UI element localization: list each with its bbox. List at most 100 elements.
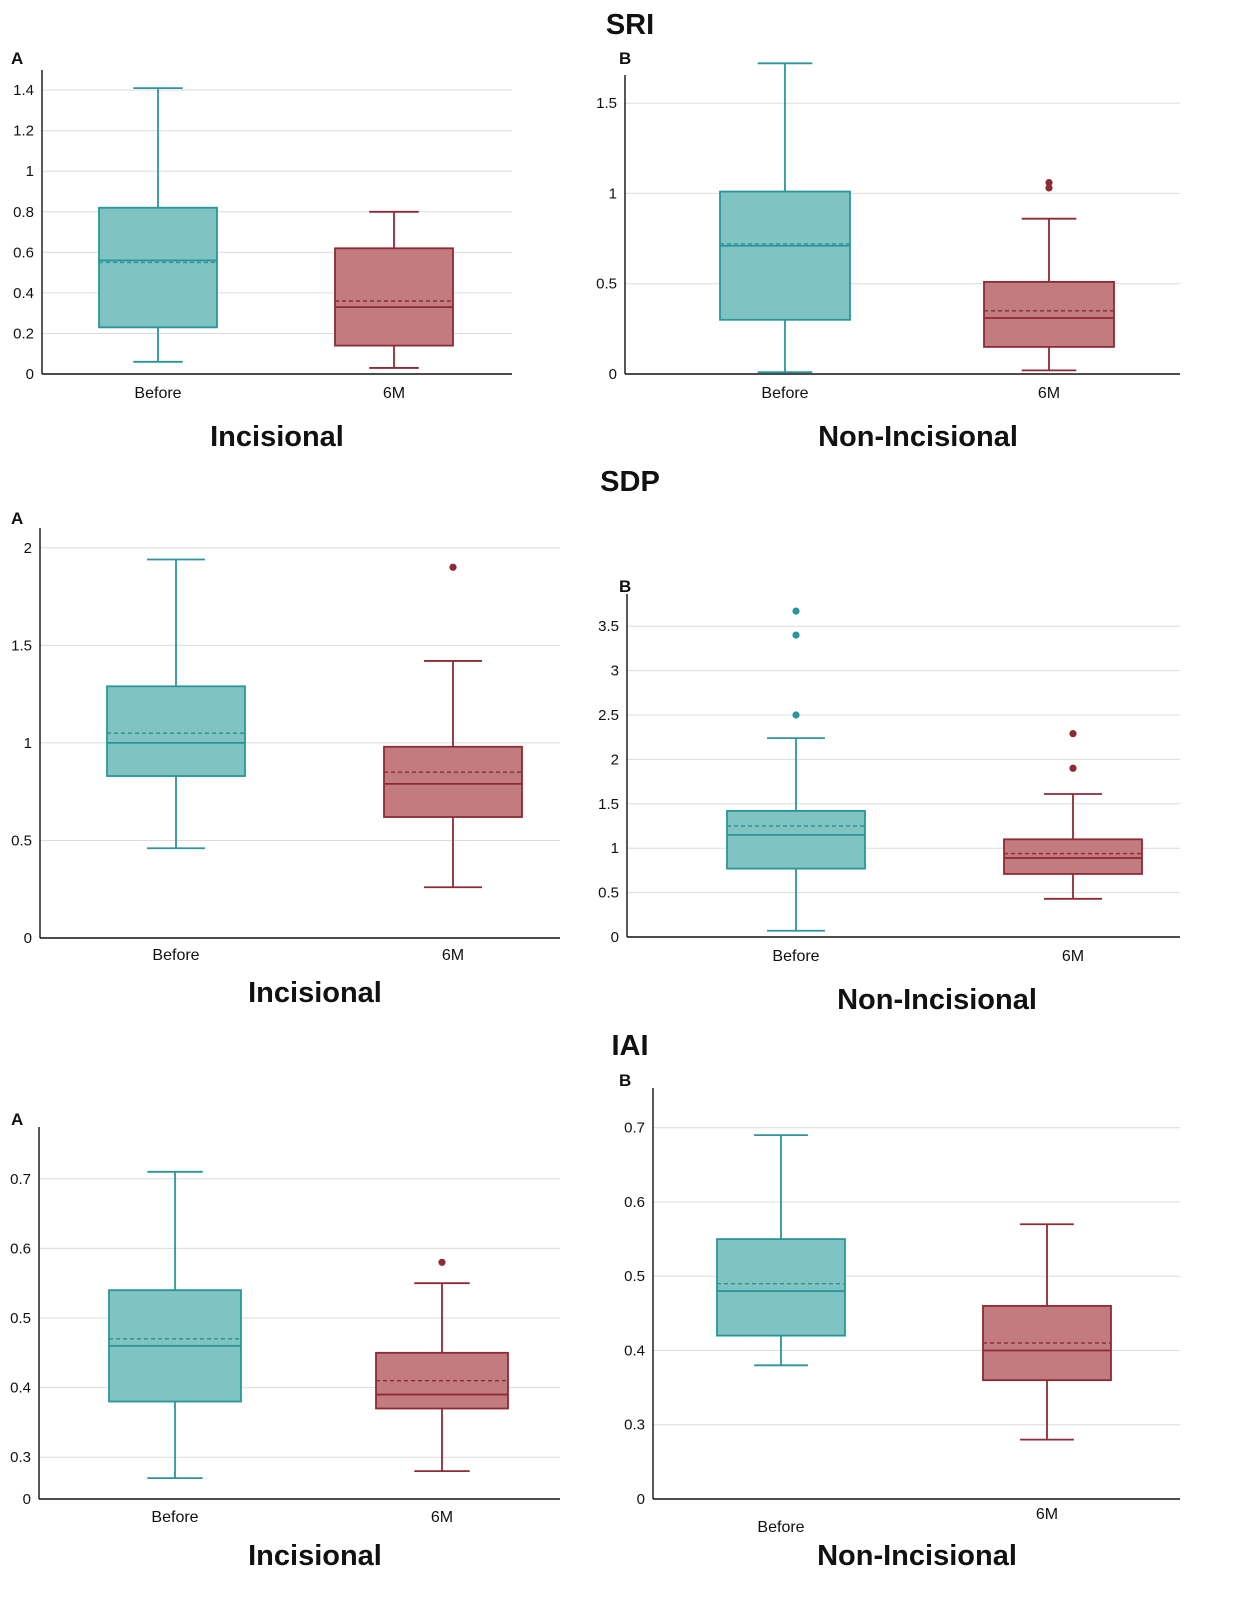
y-tick-label: 1 xyxy=(26,163,34,180)
x-tick-label: Before xyxy=(761,385,808,402)
box-iqr xyxy=(334,247,454,347)
panel-letter: A xyxy=(11,509,23,528)
x-tick-label: Before xyxy=(151,1509,198,1526)
x-tick-label: Before xyxy=(134,385,181,402)
box-6m xyxy=(375,1258,509,1473)
x-tick-label: 6M xyxy=(383,385,405,402)
y-tick-label: 2 xyxy=(611,751,619,768)
box-before xyxy=(719,62,851,374)
charts-layer: A 0 0.2 0.4 0.6 0.8 1 1.2 1.4 Before 6M Incisional B… xyxy=(10,49,1180,1572)
y-tick-label: 0 xyxy=(609,366,617,383)
outlier-point xyxy=(1045,178,1053,187)
x-tick-label: 6M xyxy=(1036,1506,1058,1523)
y-tick-label: 0.4 xyxy=(10,1380,31,1397)
x-tick-label: Before xyxy=(757,1519,804,1536)
y-tick-label: 0 xyxy=(611,929,619,946)
chart-iai-a: A 0 0.3 0.4 0.5 0.6 0.7 Before 6M Incisional xyxy=(10,1110,560,1572)
outlier-point xyxy=(449,563,457,571)
y-tick-label: 0.5 xyxy=(11,832,32,849)
y-tick-label: 1.5 xyxy=(596,95,617,112)
box-iqr xyxy=(1003,838,1143,875)
y-tick-label: 0.3 xyxy=(624,1417,645,1434)
x-axis-label: Incisional xyxy=(210,421,344,453)
panel-letter: A xyxy=(11,49,23,68)
box-iqr xyxy=(383,745,523,818)
y-tick-label: 1.5 xyxy=(598,796,619,813)
x-axis-label: Non-Incisional xyxy=(818,421,1018,453)
y-tick-label: 1 xyxy=(24,735,32,752)
x-axis-label: Incisional xyxy=(248,1540,382,1572)
x-axis-label: Incisional xyxy=(248,977,382,1009)
panel-letter: A xyxy=(11,1110,23,1129)
y-tick-label: 0.6 xyxy=(624,1194,645,1211)
panel-letter: B xyxy=(619,49,631,68)
outlier-point xyxy=(792,607,800,615)
y-tick-label: 0.5 xyxy=(10,1310,31,1327)
y-tick-label: 1 xyxy=(611,840,619,857)
y-tick-label: 0 xyxy=(24,930,32,947)
x-axis-label: Non-Incisional xyxy=(817,1540,1017,1572)
outlier-point xyxy=(1069,764,1077,772)
y-tick-label: 3.5 xyxy=(598,618,619,635)
panel-letter: B xyxy=(619,577,631,596)
x-tick-label: 6M xyxy=(431,1509,453,1526)
x-tick-label: 6M xyxy=(442,947,464,964)
box-6m xyxy=(1003,730,1143,900)
outlier-point xyxy=(438,1258,446,1266)
box-before xyxy=(716,1134,846,1367)
y-tick-label: 0.7 xyxy=(10,1171,31,1188)
outlier-point xyxy=(1069,730,1077,738)
y-tick-label: 0 xyxy=(23,1491,31,1508)
y-tick-label: 0.6 xyxy=(13,244,34,261)
y-tick-label: 0.5 xyxy=(598,885,619,902)
y-tick-label: 0.3 xyxy=(10,1449,31,1466)
box-iqr xyxy=(726,810,866,870)
panel-letter: B xyxy=(619,1071,631,1090)
box-iqr xyxy=(716,1238,846,1337)
y-tick-label: 0.5 xyxy=(596,276,617,293)
y-tick-label: 0.7 xyxy=(624,1120,645,1137)
outlier-point xyxy=(1045,184,1053,192)
y-tick-label: 0.6 xyxy=(10,1240,31,1257)
x-tick-label: Before xyxy=(772,948,819,965)
y-tick-label: 0 xyxy=(26,366,34,383)
box-6m xyxy=(334,210,454,369)
y-tick-label: 0.2 xyxy=(13,325,34,342)
y-tick-label: 1.2 xyxy=(13,123,34,140)
y-tick-label: 3 xyxy=(611,663,619,680)
y-tick-label: 0.8 xyxy=(13,204,34,221)
box-6m xyxy=(982,1223,1112,1441)
box-iqr xyxy=(983,280,1115,348)
chart-sri-a: A 0 0.2 0.4 0.6 0.8 1 1.2 1.4 Before 6M Incisional xyxy=(11,49,512,453)
box-6m xyxy=(383,563,523,889)
chart-sdp-b: B 0 0.5 1 1.5 2 2.5 3 3.5 Before 6M Non-Incisional xyxy=(598,577,1180,1016)
y-tick-label: 0.5 xyxy=(624,1268,645,1285)
y-tick-label: 1.4 xyxy=(13,82,34,99)
box-before xyxy=(98,87,218,363)
y-tick-label: 0 xyxy=(637,1491,645,1508)
y-tick-label: 2.5 xyxy=(598,707,619,724)
box-before xyxy=(106,558,246,850)
x-tick-label: 6M xyxy=(1038,385,1060,402)
group-title-sdp: SDP xyxy=(600,466,660,498)
group-title-sri: SRI xyxy=(606,9,654,41)
y-tick-label: 1 xyxy=(609,185,617,202)
box-6m xyxy=(983,178,1115,372)
group-title-iai: IAI xyxy=(611,1030,648,1062)
chart-sri-b: B 0 0.5 1 1.5 Before 6M Non-Incisional xyxy=(596,49,1180,453)
box-iqr xyxy=(719,190,851,321)
y-tick-label: 0.4 xyxy=(624,1342,645,1359)
outlier-point xyxy=(792,711,800,719)
chart-iai-b: B 0 0.3 0.4 0.5 0.6 0.7 Before 6M Non-Incisional xyxy=(619,1071,1180,1572)
x-tick-label: 6M xyxy=(1062,948,1084,965)
y-tick-label: 0.4 xyxy=(13,285,34,302)
x-tick-label: Before xyxy=(152,947,199,964)
y-tick-label: 2 xyxy=(24,540,32,557)
box-iqr xyxy=(106,685,246,777)
chart-sdp-a: A 0 0.5 1 1.5 2 Before 6M Incisional xyxy=(11,509,560,1009)
y-tick-label: 1.5 xyxy=(11,637,32,654)
box-before xyxy=(726,607,866,932)
x-axis-label: Non-Incisional xyxy=(837,984,1037,1016)
outlier-point xyxy=(792,631,800,639)
